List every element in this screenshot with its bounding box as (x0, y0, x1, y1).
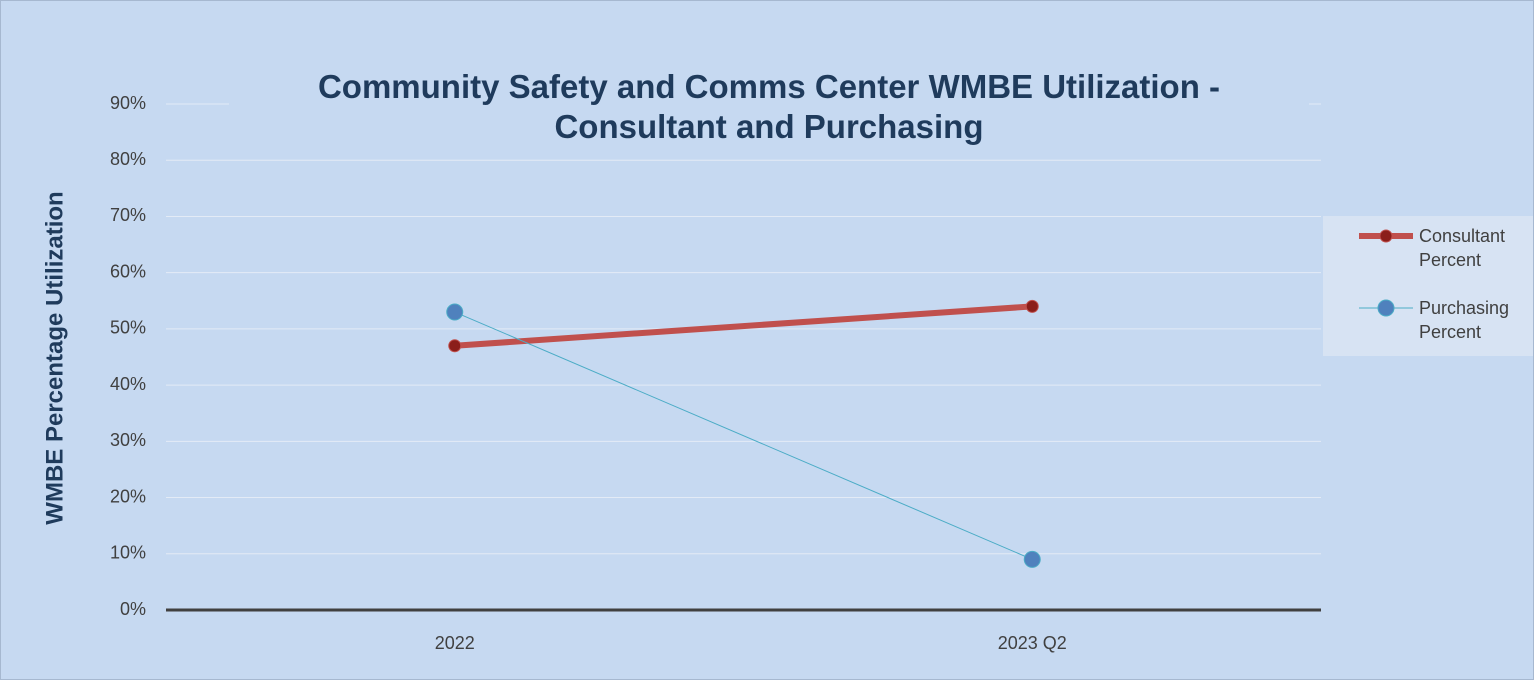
y-tick-label: 10% (110, 543, 146, 563)
legend-label: Consultant Percent (1419, 226, 1506, 270)
y-axis-label: WMBE Percentage Utilization (41, 191, 68, 524)
y-tick-label: 80% (110, 149, 146, 169)
series-line (454, 311, 1033, 560)
point (448, 339, 462, 353)
y-tick-label: 0% (120, 599, 146, 619)
y-tick-label: 70% (110, 205, 146, 225)
y-tick-label: 20% (110, 486, 146, 506)
y-tick-label: 90% (110, 93, 146, 113)
y-tick-label: 40% (110, 374, 146, 394)
point (446, 303, 464, 321)
point (1025, 299, 1039, 313)
legend-label: Purchasing Percent (1419, 298, 1510, 342)
legend-keys (1359, 229, 1413, 317)
y-tick-label: 50% (110, 318, 146, 338)
legend-marker (1379, 229, 1393, 243)
y-tick-label: 60% (110, 261, 146, 281)
point (1023, 550, 1041, 568)
x-tick-label: 2022 (435, 633, 475, 653)
chart-title: Community Safety and Comms Center WMBE U… (229, 67, 1309, 147)
grid (166, 103, 1321, 611)
series-line (454, 303, 1033, 349)
legend: Consultant Percent Purchasing Percent (1323, 216, 1533, 356)
y-tick-label: 30% (110, 430, 146, 450)
legend-marker (1377, 299, 1395, 317)
x-tick-label: 2023 Q2 (998, 633, 1067, 653)
